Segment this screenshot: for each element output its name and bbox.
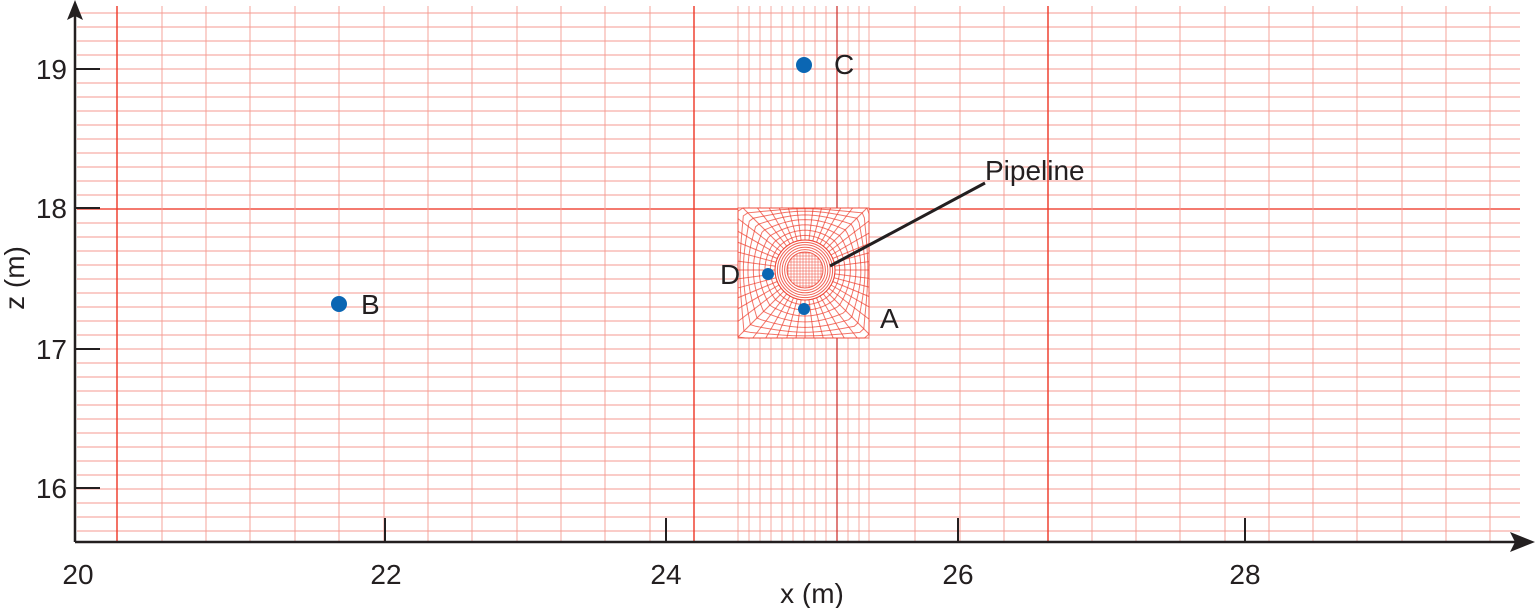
point-d — [762, 268, 774, 280]
y-axis-arrow-icon — [67, 0, 83, 20]
mesh-grid — [77, 6, 1520, 542]
x-tick-label-28: 28 — [1229, 559, 1260, 590]
x-tick-label-26: 26 — [942, 559, 973, 590]
x-axis-arrow-icon — [1510, 532, 1535, 552]
pipeline-leader-line — [829, 181, 986, 268]
point-a — [798, 303, 810, 315]
y-axis-title: z (m) — [0, 246, 30, 310]
y-tick-label-17: 17 — [36, 334, 67, 365]
refined-pipeline-mesh — [737, 207, 870, 339]
pipeline-label: Pipeline — [985, 155, 1085, 186]
y-tick-label-16: 16 — [36, 473, 67, 504]
point-a-label: A — [880, 303, 899, 334]
point-c — [796, 57, 812, 73]
x-tick-label-20: 20 — [62, 559, 93, 590]
point-b-label: B — [361, 289, 380, 320]
x-tick-label-22: 22 — [370, 559, 401, 590]
measurement-points: B C D A — [331, 49, 899, 334]
x-axis-title: x (m) — [780, 578, 844, 608]
y-tick-label-19: 19 — [36, 54, 67, 85]
y-tick-label-18: 18 — [36, 193, 67, 224]
point-d-label: D — [720, 259, 740, 290]
point-b — [331, 296, 347, 312]
x-tick-label-24: 24 — [650, 559, 681, 590]
point-c-label: C — [834, 49, 854, 80]
